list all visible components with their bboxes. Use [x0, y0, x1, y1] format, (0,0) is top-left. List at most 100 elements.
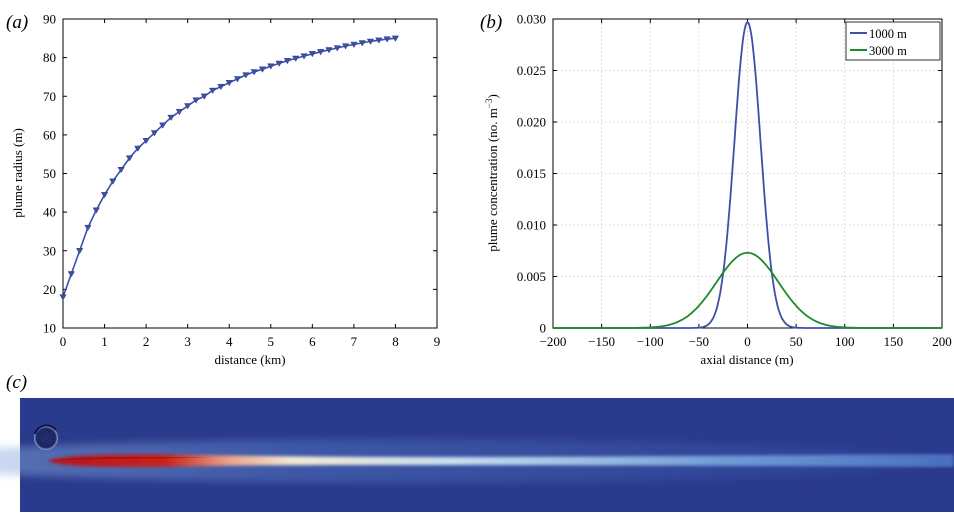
data-point-marker: [167, 114, 175, 121]
x-tick-label: 0: [744, 334, 751, 349]
y-tick-label: 40: [43, 205, 56, 220]
chart-b-axes-box: [552, 18, 943, 329]
data-point-marker: [242, 72, 250, 79]
y-tick-label: 0: [540, 321, 547, 336]
chart-b-y-axis-label-sup: −3: [484, 98, 494, 108]
chart-b: −200 −150 −100 −50 0 50 100 150 200 0 0.005 0.010 0.…: [484, 12, 952, 368]
data-point-marker: [125, 155, 134, 162]
y-tick-label: 0.025: [517, 63, 546, 78]
x-tick-label: 1: [101, 334, 108, 349]
chart-a-x-axis-label: distance (km): [214, 352, 285, 367]
data-point-marker: [283, 58, 292, 65]
y-tick-label: 30: [43, 243, 56, 258]
panel-label-b: (b): [480, 12, 502, 33]
data-point-marker: [159, 122, 167, 129]
chart-b-grid: [553, 19, 942, 328]
data-point-marker: [100, 192, 109, 199]
x-tick-label: 200: [932, 334, 952, 349]
chart-b-x-axis-label: axial distance (m): [700, 352, 793, 367]
data-point-marker: [142, 138, 150, 145]
chart-b-y-axis-label-main: plume concentration (no. m: [485, 108, 500, 252]
data-point-marker: [184, 103, 192, 110]
data-point-marker: [134, 145, 142, 152]
data-point-marker: [67, 271, 75, 278]
chart-a-ticks: 0 1 2 3 4 5 6 7 8 9 10 20 30 40 50 60 70 80 90: [43, 12, 440, 350]
data-point-marker: [92, 207, 100, 214]
x-tick-label: 3: [184, 334, 191, 349]
panel-label-c: (c): [6, 372, 27, 393]
data-point-marker: [341, 43, 350, 50]
legend-label-3000m: 3000 m: [869, 44, 907, 58]
data-point-marker: [233, 76, 242, 83]
data-point-marker: [383, 36, 391, 43]
x-tick-label: 9: [434, 334, 441, 349]
plume-core: [48, 454, 954, 467]
x-tick-label: 5: [268, 334, 275, 349]
data-point-marker: [375, 37, 383, 44]
data-point-marker: [109, 178, 117, 185]
legend-label-1000m: 1000 m: [869, 27, 907, 41]
x-tick-label: 100: [835, 334, 855, 349]
data-point-marker: [391, 35, 400, 42]
data-point-marker: [225, 80, 233, 87]
x-tick-label: 4: [226, 334, 233, 349]
data-point-marker: [75, 248, 84, 255]
data-point-marker: [358, 40, 366, 47]
chart-b-y-axis-label: plume concentration (no. m−3): [484, 94, 500, 252]
source-cylinder-shadow: [34, 424, 57, 435]
chart-b-series: [553, 20, 942, 329]
data-point-marker: [84, 224, 92, 232]
x-tick-label: −200: [540, 334, 567, 349]
series-line-3000m: [553, 251, 942, 329]
data-point-marker: [325, 47, 333, 54]
chart-a-series: [59, 35, 400, 301]
legend-box: [845, 21, 941, 61]
data-point-marker: [333, 45, 341, 52]
x-tick-label: 50: [790, 334, 803, 349]
x-tick-label: −50: [689, 334, 709, 349]
source-cylinder: [34, 426, 58, 450]
data-point-marker: [275, 60, 283, 67]
y-tick-label: 0.020: [517, 115, 546, 130]
x-tick-label: 150: [884, 334, 904, 349]
panel-label-a: (a): [6, 12, 28, 33]
data-point-marker: [292, 55, 300, 62]
data-point-marker: [317, 49, 325, 56]
plume-core-dark: [48, 457, 210, 461]
data-point-marker: [250, 69, 258, 76]
y-tick-label: 0.030: [517, 12, 546, 27]
x-tick-label: −150: [588, 334, 615, 349]
plume-field-image: [0, 398, 954, 512]
x-tick-label: 0: [60, 334, 67, 349]
y-tick-label: 60: [43, 127, 56, 142]
chart-b-y-axis-label-end: ): [485, 94, 500, 98]
data-point-marker: [267, 63, 275, 70]
y-tick-label: 70: [43, 89, 56, 104]
x-tick-label: 7: [351, 334, 358, 349]
y-tick-label: 10: [43, 321, 56, 336]
chart-b-legend: 1000 m 3000 m: [845, 21, 941, 61]
y-tick-label: 80: [43, 50, 56, 65]
data-point-marker: [366, 38, 375, 45]
data-point-marker: [258, 66, 267, 73]
x-tick-label: 6: [309, 334, 316, 349]
chart-a-y-axis-label: plume radius (m): [10, 128, 25, 218]
y-tick-label: 20: [43, 282, 56, 297]
data-point-marker: [217, 83, 225, 91]
y-tick-label: 0.015: [517, 166, 546, 181]
y-tick-label: 90: [43, 12, 56, 27]
data-point-marker: [350, 41, 358, 48]
data-point-marker: [175, 109, 183, 116]
y-tick-label: 0.010: [517, 218, 546, 233]
x-tick-label: −100: [637, 334, 664, 349]
chart-b-ticks: −200 −150 −100 −50 0 50 100 150 200 0 0.005 0.010 0.…: [517, 12, 952, 350]
y-tick-label: 50: [43, 166, 56, 181]
data-point-marker: [117, 166, 125, 174]
data-point-marker: [300, 53, 308, 60]
x-tick-label: 2: [143, 334, 150, 349]
data-point-marker: [308, 51, 316, 58]
data-point-marker: [192, 97, 200, 104]
data-point-marker: [200, 93, 208, 100]
data-point-marker: [59, 294, 67, 301]
